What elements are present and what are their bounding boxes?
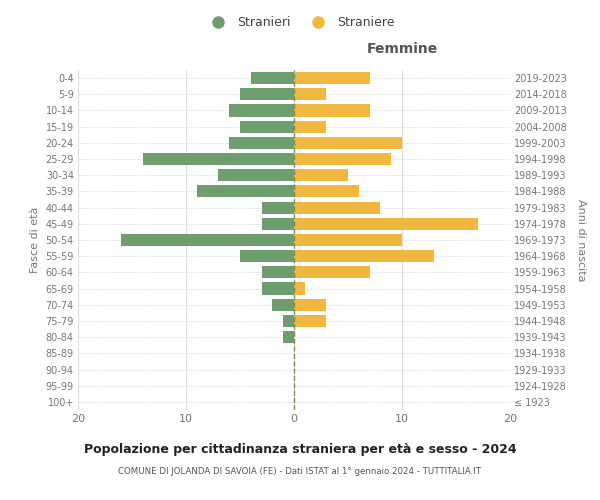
Bar — [229, 137, 294, 149]
Bar — [121, 234, 294, 246]
Bar — [262, 202, 294, 213]
Bar — [294, 282, 305, 294]
Bar — [294, 218, 478, 230]
Y-axis label: Anni di nascita: Anni di nascita — [577, 198, 586, 281]
Bar — [294, 202, 380, 213]
Text: Femmine: Femmine — [367, 42, 437, 56]
Legend: Stranieri, Straniere: Stranieri, Straniere — [201, 11, 399, 34]
Bar — [294, 88, 326, 101]
Bar — [294, 153, 391, 165]
Bar — [240, 88, 294, 101]
Bar — [197, 186, 294, 198]
Bar — [262, 266, 294, 278]
Bar — [294, 169, 348, 181]
Bar — [294, 137, 402, 149]
Bar — [262, 282, 294, 294]
Bar — [294, 186, 359, 198]
Bar — [294, 72, 370, 84]
Bar — [283, 315, 294, 327]
Bar — [294, 234, 402, 246]
Bar — [218, 169, 294, 181]
Bar — [294, 104, 370, 117]
Bar — [294, 120, 326, 132]
Bar — [251, 72, 294, 84]
Bar — [143, 153, 294, 165]
Bar — [262, 218, 294, 230]
Text: Popolazione per cittadinanza straniera per età e sesso - 2024: Popolazione per cittadinanza straniera p… — [83, 442, 517, 456]
Bar — [229, 104, 294, 117]
Bar — [240, 250, 294, 262]
Bar — [294, 298, 326, 311]
Y-axis label: Fasce di età: Fasce di età — [30, 207, 40, 273]
Bar — [294, 250, 434, 262]
Bar — [240, 120, 294, 132]
Bar — [283, 331, 294, 343]
Text: COMUNE DI JOLANDA DI SAVOIA (FE) - Dati ISTAT al 1° gennaio 2024 - TUTTITALIA.IT: COMUNE DI JOLANDA DI SAVOIA (FE) - Dati … — [119, 468, 482, 476]
Bar — [272, 298, 294, 311]
Bar — [294, 266, 370, 278]
Bar — [294, 315, 326, 327]
